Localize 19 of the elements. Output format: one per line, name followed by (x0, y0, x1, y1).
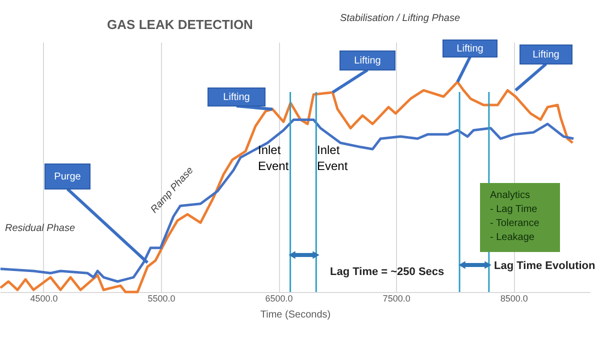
x-tick-label: 4500.0 (30, 294, 58, 304)
text: Stabilisation / Lifting Phase (340, 13, 460, 24)
x-axis-title: Time (Seconds) (260, 310, 331, 320)
annotation: Purge (54, 172, 82, 182)
annotation: Lag Time = ~250 Secs (330, 266, 444, 278)
x-tick-label: 5500.0 (148, 294, 176, 304)
annotation: Lifting (532, 50, 560, 60)
x-tick-label: 8500.0 (500, 294, 528, 304)
x-tick-label: 6500.0 (265, 294, 293, 304)
chart-title: GAS LEAK DETECTION (107, 17, 253, 32)
annotation: Residual Phase (4, 223, 76, 234)
annotation: Inlet Event (258, 143, 290, 173)
annotation: Analytics - Lag Time - Tolerance - Leakage (490, 190, 540, 243)
annotation: Lifting (223, 92, 250, 103)
x-tick-label: 7500.0 (382, 294, 410, 304)
annotation: Lifting (456, 44, 484, 54)
annotation: Lag Time Evolution (494, 260, 596, 272)
annotation: Inlet Event (317, 143, 348, 173)
annotation: Lifting (354, 56, 381, 66)
